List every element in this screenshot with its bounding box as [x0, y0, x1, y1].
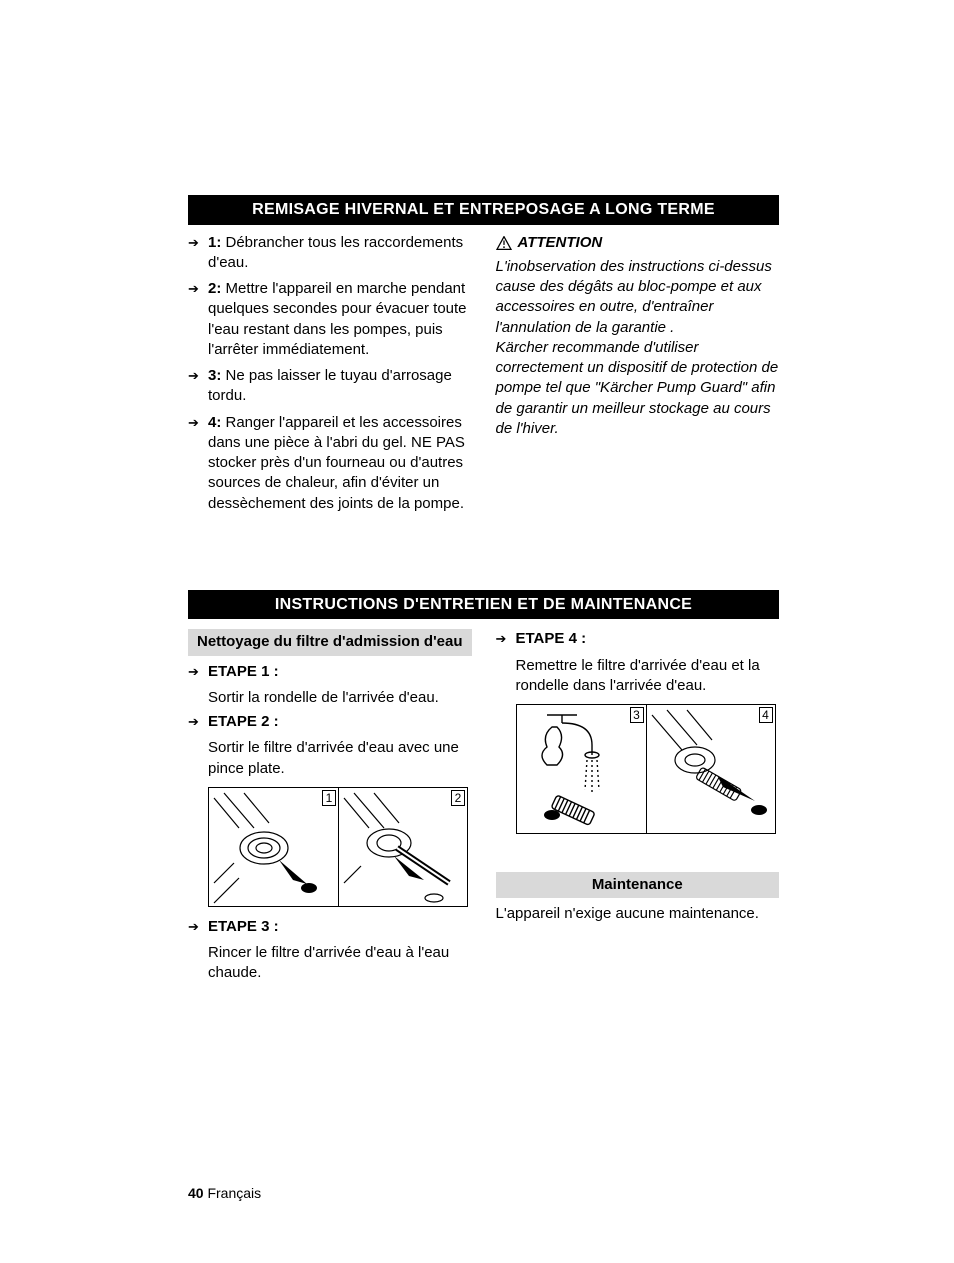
section2-right-col: ETAPE 4 : Remettre le filtre d'arrivée d…: [496, 629, 780, 983]
figure-number-1: 1: [322, 790, 336, 806]
step-lead: 4:: [208, 414, 221, 431]
etape-4: ETAPE 4 :: [496, 629, 780, 649]
section1-left-col: 1: Débrancher tous les raccordements d'e…: [188, 233, 472, 520]
section2-left-col: Nettoyage du filtre d'admission d'eau ET…: [188, 629, 472, 983]
figure-3-4: 3 4: [516, 704, 776, 834]
step-lead: 3:: [208, 367, 221, 384]
step-text: Mettre l'appareil en marche pendant quel…: [208, 280, 467, 358]
section2-columns: Nettoyage du filtre d'admission d'eau ET…: [188, 629, 779, 983]
figure-number-3: 3: [630, 707, 644, 723]
page-footer: 40 Français: [188, 1184, 779, 1203]
warning-triangle-icon: [496, 236, 512, 250]
etape-4-text: Remettre le filtre d'arrivée d'eau et la…: [496, 656, 780, 697]
storage-steps-list: 1: Débrancher tous les raccordements d'e…: [188, 233, 472, 514]
step-lead: 1:: [208, 234, 221, 251]
storage-step-3: 3: Ne pas laisser le tuyau d'arrosage to…: [188, 366, 472, 407]
subheading-maintenance: Maintenance: [496, 872, 780, 898]
subheading-filter-cleaning: Nettoyage du filtre d'admission d'eau: [188, 629, 472, 655]
etape-2-text: Sortir le filtre d'arrivée d'eau avec un…: [188, 738, 472, 779]
figure-number-2: 2: [451, 790, 465, 806]
step-text: Ne pas laisser le tuyau d'arrosage tordu…: [208, 367, 452, 404]
section-title-storage: REMISAGE HIVERNAL ET ENTREPOSAGE A LONG …: [188, 195, 779, 225]
storage-step-1: 1: Débrancher tous les raccordements d'e…: [188, 233, 472, 274]
attention-heading: ATTENTION: [496, 233, 780, 253]
page-number: 40: [188, 1185, 204, 1201]
etape-lead: ETAPE 4 :: [516, 630, 587, 647]
etape-1-text: Sortir la rondelle de l'arrivée d'eau.: [188, 688, 472, 708]
attention-label: ATTENTION: [518, 233, 603, 253]
section1-columns: 1: Débrancher tous les raccordements d'e…: [188, 233, 779, 520]
page-language-label: Français: [207, 1185, 261, 1201]
etape-lead: ETAPE 2 :: [208, 713, 279, 730]
step-text: Ranger l'appareil et les accessoires dan…: [208, 414, 465, 512]
etape-2: ETAPE 2 :: [188, 712, 472, 732]
etape-3: ETAPE 3 :: [188, 917, 472, 937]
step-lead: 2:: [208, 280, 221, 297]
figure-number-4: 4: [759, 707, 773, 723]
step-text: Débrancher tous les raccordements d'eau.: [208, 234, 463, 271]
section1-right-col: ATTENTION L'inobservation des instructio…: [496, 233, 780, 520]
etape-1: ETAPE 1 :: [188, 662, 472, 682]
etape-lead: ETAPE 1 :: [208, 663, 279, 680]
storage-step-2: 2: Mettre l'appareil en marche pendant q…: [188, 279, 472, 360]
etape-3-text: Rincer le filtre d'arrivée d'eau à l'eau…: [188, 943, 472, 984]
storage-step-4: 4: Ranger l'appareil et les accessoires …: [188, 413, 472, 514]
maintenance-text: L'appareil n'exige aucune maintenance.: [496, 904, 780, 924]
filter-rinse-illustration-icon: [517, 705, 777, 835]
section-title-maintenance: INSTRUCTIONS D'ENTRETIEN ET DE MAINTENAN…: [188, 590, 779, 620]
attention-para-2: Kärcher recommande d'utiliser correcteme…: [496, 338, 780, 439]
filter-removal-illustration-icon: [209, 788, 469, 908]
attention-para-1: L'inobservation des instructions ci-dess…: [496, 257, 780, 338]
etape-lead: ETAPE 3 :: [208, 918, 279, 935]
figure-1-2: 1 2: [208, 787, 468, 907]
